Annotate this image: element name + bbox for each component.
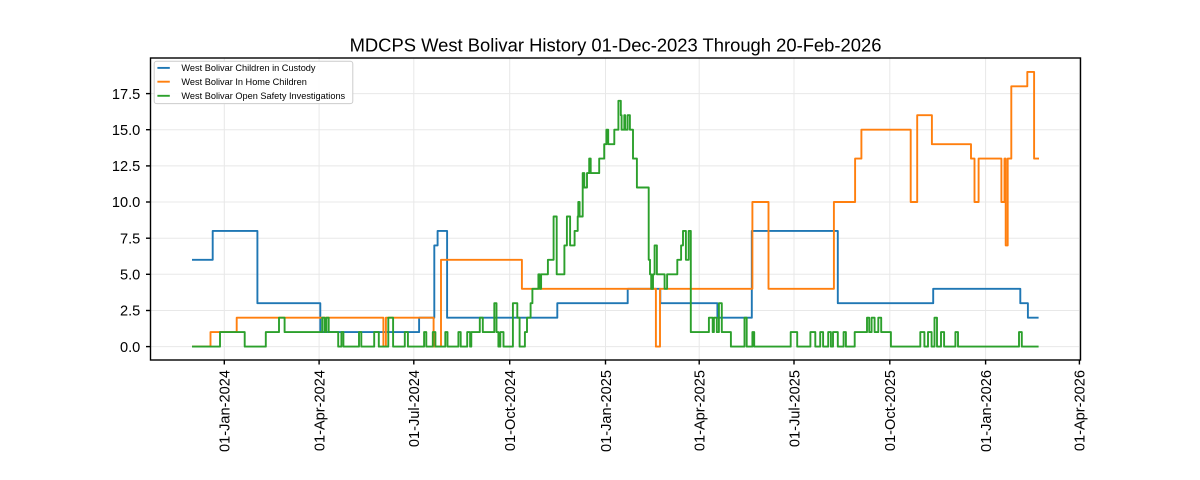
svg-text:01-Jul-2025: 01-Jul-2025	[787, 370, 803, 447]
svg-text:0.0: 0.0	[120, 340, 140, 356]
svg-text:01-Oct-2025: 01-Oct-2025	[883, 370, 899, 451]
svg-text:01-Jul-2024: 01-Jul-2024	[407, 370, 423, 447]
svg-text:01-Jan-2026: 01-Jan-2026	[979, 370, 995, 452]
svg-text:17.5: 17.5	[112, 87, 140, 103]
svg-text:01-Apr-2024: 01-Apr-2024	[312, 370, 328, 451]
svg-text:West Bolivar Open Safety Inves: West Bolivar Open Safety Investigations	[181, 91, 345, 101]
svg-text:01-Apr-2025: 01-Apr-2025	[693, 370, 709, 451]
svg-text:2.5: 2.5	[120, 304, 140, 320]
svg-text:7.5: 7.5	[120, 231, 140, 247]
svg-text:West Bolivar In Home Children: West Bolivar In Home Children	[181, 77, 306, 87]
svg-text:15.0: 15.0	[112, 123, 140, 139]
svg-text:01-Jan-2025: 01-Jan-2025	[599, 370, 615, 452]
svg-text:12.5: 12.5	[112, 159, 140, 175]
svg-text:01-Apr-2026: 01-Apr-2026	[1073, 370, 1089, 451]
svg-text:MDCPS West Bolivar History 01-: MDCPS West Bolivar History 01-Dec-2023 T…	[350, 35, 882, 56]
svg-text:01-Oct-2024: 01-Oct-2024	[503, 370, 519, 451]
svg-text:01-Jan-2024: 01-Jan-2024	[218, 370, 234, 452]
svg-text:10.0: 10.0	[112, 195, 140, 211]
svg-text:5.0: 5.0	[120, 268, 140, 284]
svg-text:West Bolivar Children in Custo: West Bolivar Children in Custody	[181, 63, 316, 73]
